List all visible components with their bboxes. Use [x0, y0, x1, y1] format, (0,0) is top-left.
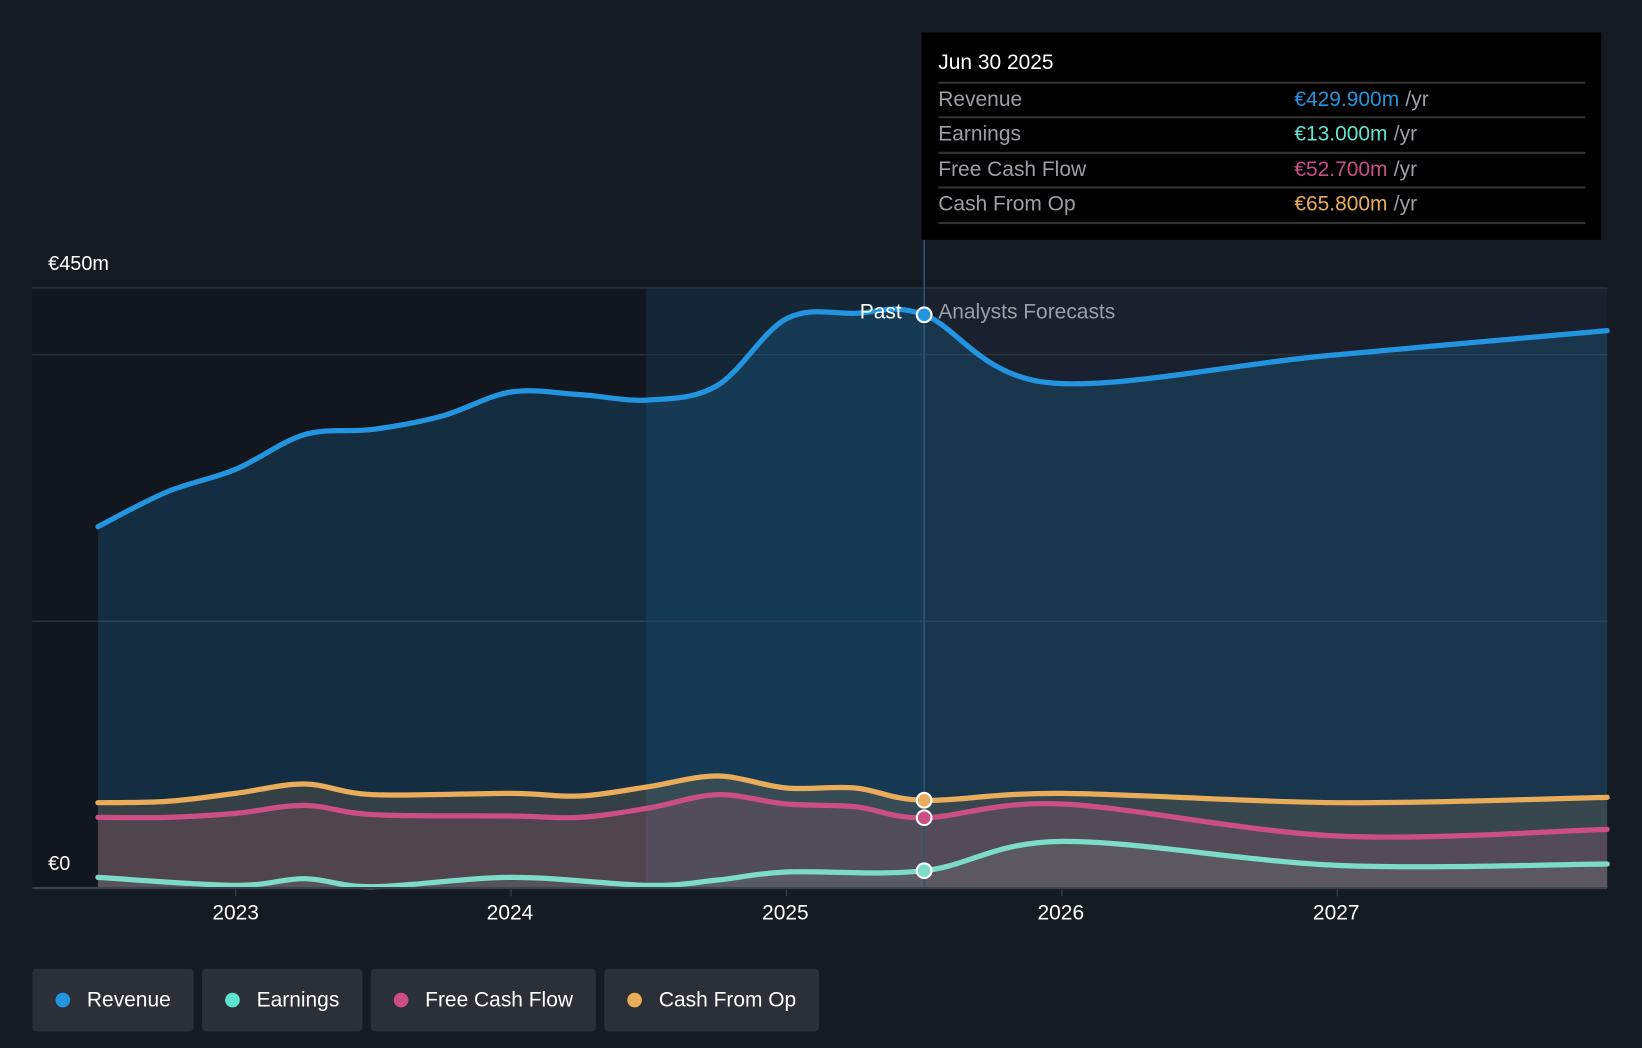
x-tick-label: 2024 [486, 901, 534, 925]
line-earnings [95, 838, 1610, 890]
legend: Revenue Earnings Free Cash Flow Cash Fro… [32, 968, 820, 1032]
marker-revenue [915, 306, 933, 324]
y-tick-label: €450m [48, 253, 110, 276]
fcf-dot-icon [393, 992, 409, 1008]
tooltip-value: €429.900m [1294, 87, 1400, 112]
x-tick-label: 2026 [1037, 901, 1085, 925]
line-cash-from-op [95, 773, 1610, 806]
marker-cash-from-op [915, 791, 933, 809]
area-cash-from-op [97, 776, 1608, 889]
revenue-dot-icon [55, 992, 71, 1008]
x-tick-label: 2023 [212, 901, 259, 925]
x-tick-label: 2027 [1312, 901, 1360, 925]
area-revenue [97, 309, 1608, 889]
legend-label: Cash From Op [658, 988, 797, 1012]
legend-item-free-cash-flow[interactable]: Free Cash Flow [370, 968, 597, 1032]
tooltip-row-cfo: Cash From Op €65.800m/yr [938, 186, 1586, 223]
forecast-label: Analysts Forecasts [938, 300, 1116, 324]
tooltip-label: Earnings [938, 122, 1021, 146]
tooltip-value: €65.800m [1294, 192, 1388, 216]
legend-item-earnings[interactable]: Earnings [202, 968, 363, 1032]
tooltip-label: Cash From Op [938, 192, 1076, 216]
area-earnings [97, 841, 1608, 889]
legend-label: Revenue [86, 988, 171, 1012]
tooltip-row-fcf: Free Cash Flow €52.700m/yr [938, 151, 1586, 189]
forecast-background [924, 287, 1608, 889]
line-free-cash-flow [95, 792, 1610, 840]
divider [938, 222, 1586, 225]
tooltip-date: Jun 30 2025 [938, 51, 1054, 75]
tooltip: Jun 30 2025 Revenue €429.900m/yr Earnings… [921, 32, 1602, 240]
y-tick-label: €0 [48, 853, 71, 876]
line-revenue [95, 306, 1610, 530]
legend-item-revenue[interactable]: Revenue [32, 968, 194, 1032]
marker-free-cash-flow [915, 809, 933, 827]
tooltip-row-earnings: Earnings €13.000m/yr [938, 116, 1586, 153]
tooltip-label: Revenue [938, 87, 1023, 112]
tooltip-value: €13.000m [1294, 122, 1388, 146]
tooltip-label: Free Cash Flow [938, 158, 1087, 182]
past-label: Past [859, 300, 902, 324]
earnings-dot-icon [225, 992, 240, 1008]
tooltip-unit: /yr [1393, 122, 1418, 146]
tooltip-unit: /yr [1393, 192, 1418, 216]
tooltip-value: €52.700m [1294, 158, 1388, 182]
marker-earnings [915, 862, 933, 880]
cfo-dot-icon [627, 992, 643, 1008]
x-tick-label: 2025 [762, 901, 809, 925]
legend-label: Earnings [256, 988, 340, 1012]
legend-label: Free Cash Flow [425, 988, 573, 1012]
legend-item-cash-from-op[interactable]: Cash From Op [604, 968, 820, 1032]
tooltip-unit: /yr [1393, 158, 1418, 182]
tooltip-unit: /yr [1405, 87, 1429, 112]
tooltip-row-revenue: Revenue €429.900m/yr [938, 81, 1586, 119]
